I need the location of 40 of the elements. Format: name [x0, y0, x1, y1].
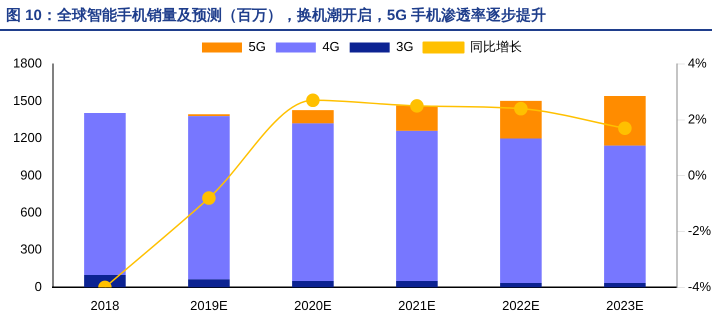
legend-label: 同比增长 [470, 39, 522, 54]
point [410, 99, 424, 113]
x-tick-label: 2021E [398, 298, 436, 313]
y2-tick-label: 4% [688, 56, 708, 71]
legend-label: 3G [396, 39, 414, 54]
x-tick-label: 2023E [606, 298, 644, 313]
x-tick-label: 2019E [190, 298, 228, 313]
y-tick-label: 1800 [13, 56, 42, 71]
bar [292, 280, 334, 288]
y-tick-label: 900 [20, 167, 42, 182]
y-tick-label: 600 [20, 204, 42, 220]
bar [604, 283, 646, 288]
y-tick-label: 1200 [13, 130, 42, 146]
point [514, 102, 528, 116]
bar [292, 123, 334, 281]
bar [396, 106, 438, 131]
bar [604, 146, 646, 284]
y2-tick-label: 2% [688, 111, 708, 126]
bar [292, 110, 334, 124]
bar [188, 279, 230, 288]
y2-tick-label: 0% [688, 167, 708, 182]
bar [396, 130, 438, 281]
bar [500, 138, 542, 284]
x-tick-label: 2022E [502, 298, 540, 313]
bar [396, 280, 438, 288]
y-tick-label: 0 [34, 278, 42, 294]
legend-label: 4G [322, 39, 340, 54]
x-tick-label: 2018 [90, 298, 120, 313]
legend-label: 5G [248, 39, 266, 54]
bar [84, 113, 126, 275]
point [306, 94, 320, 108]
y2-tick-label: -4% [688, 278, 712, 294]
y-tick-label: 1500 [13, 92, 42, 108]
bar [500, 283, 542, 288]
y2-tick-label: -2% [688, 223, 712, 238]
bar [188, 116, 230, 280]
x-tick-label: 2020E [294, 298, 332, 313]
chart-title: 图 10：全球智能手机销量及预测（百万），换机潮开启，5G 手机渗透率逐步提升 [0, 0, 712, 31]
y-tick-label: 300 [20, 242, 42, 257]
bar [604, 96, 646, 146]
